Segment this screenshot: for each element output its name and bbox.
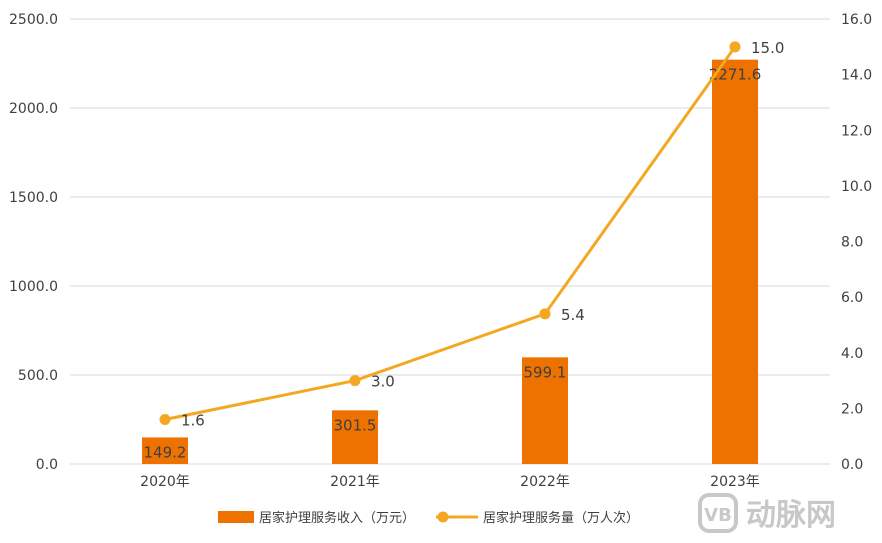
x-tick-label: 2021年 xyxy=(330,474,380,490)
x-axis: 2020年 2021年 2022年 2023年 xyxy=(140,474,760,490)
left-axis: 0.0 500.0 1000.0 1500.0 2000.0 2500.0 xyxy=(9,12,58,473)
left-tick-label: 500.0 xyxy=(18,368,58,384)
watermark-badge-text: VB xyxy=(704,505,732,526)
right-tick-label: 4.0 xyxy=(841,346,863,362)
line-point xyxy=(729,41,741,53)
line-data-label: 3.0 xyxy=(371,373,395,391)
right-tick-label: 0.0 xyxy=(841,457,863,473)
legend-swatch-bar xyxy=(218,511,254,523)
line-point xyxy=(349,375,361,387)
legend-label-bar: 居家护理服务收入（万元） xyxy=(259,510,415,526)
right-tick-label: 12.0 xyxy=(841,123,872,139)
bar xyxy=(522,357,568,464)
line-data-label: 5.4 xyxy=(561,306,585,324)
right-tick-label: 2.0 xyxy=(841,401,863,417)
line-series: 1.6 3.0 5.4 15.0 xyxy=(159,39,784,430)
left-tick-label: 1000.0 xyxy=(9,279,58,295)
bar-series: 149.2 301.5 599.1 2271.6 xyxy=(142,59,762,464)
right-tick-label: 16.0 xyxy=(841,12,872,28)
line-point xyxy=(539,308,551,320)
legend: 居家护理服务收入（万元） 居家护理服务量（万人次） xyxy=(218,510,639,526)
left-tick-label: 1500.0 xyxy=(9,190,58,206)
watermark: VB 动脉网 xyxy=(698,493,836,533)
bar-data-label: 301.5 xyxy=(334,416,377,434)
bar-data-label: 2271.6 xyxy=(709,66,762,84)
legend-label-line: 居家护理服务量（万人次） xyxy=(483,510,639,526)
left-tick-label: 2500.0 xyxy=(9,12,58,28)
line-data-label: 1.6 xyxy=(181,412,205,430)
series-line xyxy=(164,45,737,421)
bar xyxy=(712,59,758,464)
bar-data-label: 149.2 xyxy=(144,443,187,461)
bar xyxy=(142,437,188,464)
x-tick-label: 2020年 xyxy=(140,474,190,490)
legend-marker-line xyxy=(437,511,449,523)
line-point xyxy=(159,414,171,425)
watermark-text: 动脉网 xyxy=(746,498,836,533)
x-tick-label: 2022年 xyxy=(520,474,570,490)
bar xyxy=(332,410,378,464)
line-data-label: 15.0 xyxy=(751,39,784,57)
gridlines xyxy=(70,18,830,465)
x-tick-label: 2023年 xyxy=(710,474,760,490)
left-tick-label: 0.0 xyxy=(36,457,58,473)
bar-data-label: 599.1 xyxy=(524,363,567,381)
right-tick-label: 6.0 xyxy=(841,290,863,306)
right-tick-label: 8.0 xyxy=(841,235,863,251)
watermark-badge xyxy=(698,493,738,533)
left-tick-label: 2000.0 xyxy=(9,101,58,117)
right-tick-label: 14.0 xyxy=(841,68,872,84)
right-tick-label: 10.0 xyxy=(841,179,872,195)
right-axis: 0.0 2.0 4.0 6.0 8.0 10.0 12.0 14.0 16.0 xyxy=(841,12,872,473)
